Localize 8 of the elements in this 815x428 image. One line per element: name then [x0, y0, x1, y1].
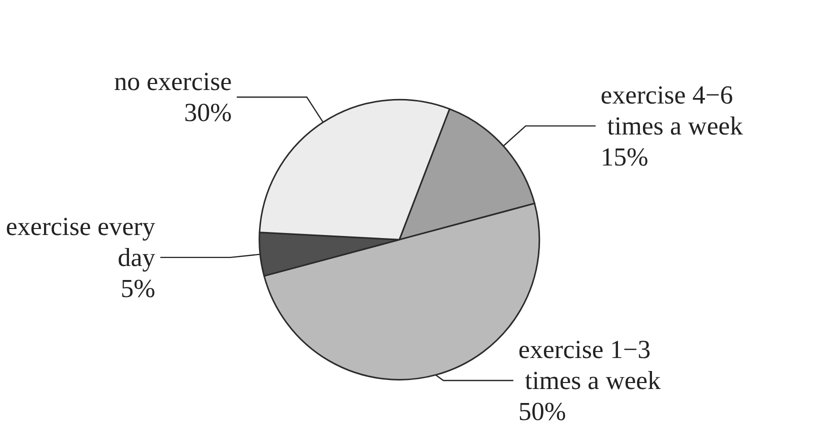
slice-label: exercise every day	[6, 212, 156, 272]
slice-label: exercise 1−3 times a week	[518, 335, 661, 395]
data-label: 50%	[518, 397, 566, 426]
data-label: 5%	[120, 274, 156, 303]
data-label: 30%	[184, 98, 232, 128]
slice-label: no exercise	[114, 67, 232, 96]
slice-label: exercise 4−6 times a week	[600, 80, 743, 140]
data-label: 15%	[600, 142, 648, 172]
